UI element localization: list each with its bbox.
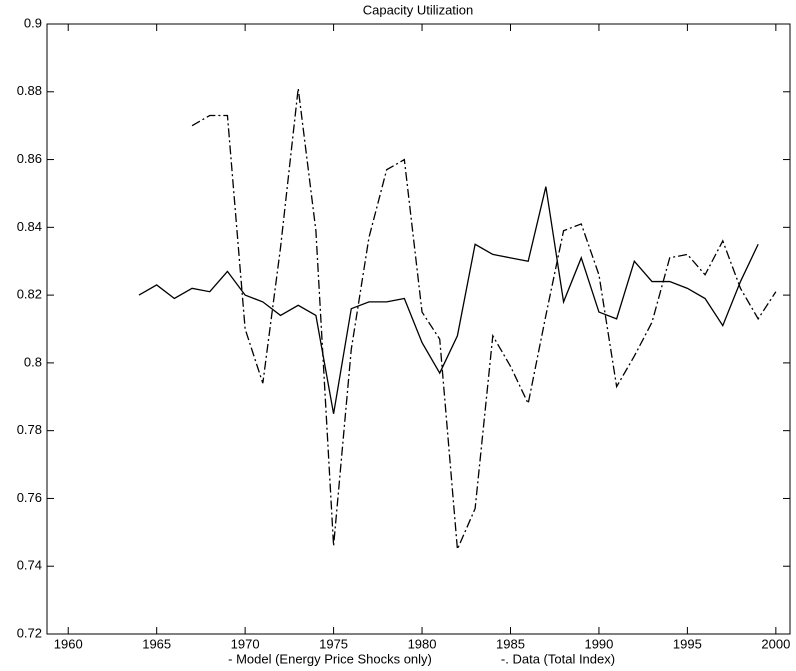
- line-series: [138, 186, 759, 414]
- y-tick-label: 0.9: [24, 15, 42, 30]
- y-tick-label: 0.72: [17, 625, 42, 640]
- x-tick-label: 1985: [496, 636, 525, 651]
- y-tick-label: 0.84: [17, 219, 42, 234]
- y-tick-label: 0.74: [17, 558, 42, 573]
- y-tick-label: 0.76: [17, 490, 42, 505]
- x-tick-label: 1970: [231, 636, 260, 651]
- y-tick-label: 0.8: [24, 354, 42, 369]
- legend-entry: -. Data (Total Index): [501, 651, 615, 666]
- x-tick-label: 1975: [319, 636, 348, 651]
- y-tick-label: 0.82: [17, 287, 42, 302]
- legend-entry: - Model (Energy Price Shocks only): [228, 651, 432, 666]
- line-series: [191, 88, 777, 550]
- y-tick-label: 0.88: [17, 83, 42, 98]
- x-tick-label: 1990: [584, 636, 613, 651]
- x-tick-label: 1965: [142, 636, 171, 651]
- y-tick-label: 0.86: [17, 151, 42, 166]
- y-tick-label: 0.78: [17, 422, 42, 437]
- x-tick-label: 1995: [673, 636, 702, 651]
- chart-title: Capacity Utilization: [363, 2, 474, 17]
- x-tick-label: 2000: [761, 636, 790, 651]
- plot-frame: [46, 23, 791, 635]
- x-tick-label: 1980: [408, 636, 437, 651]
- x-tick-label: 1960: [54, 636, 83, 651]
